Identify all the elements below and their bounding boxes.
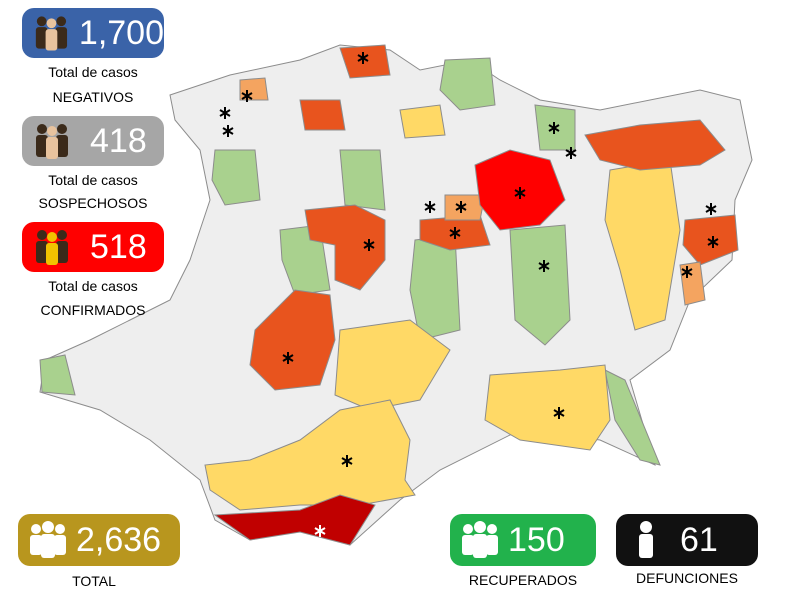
stat-label: DEFUNCIONES [636,570,738,586]
region-dark-red [213,494,376,546]
stat-label: SOSPECHOSOS [38,195,148,211]
marker [357,52,369,64]
region-green [509,224,571,346]
stat-label: CONFIRMADOS [40,302,146,318]
region-orange [299,99,346,131]
region-orange [339,44,391,79]
marker [282,352,294,364]
people-icon [30,521,66,558]
map-markers [219,52,719,537]
stat-value: 418 [90,121,147,160]
region-light-orange [679,261,706,306]
region-green [211,149,261,206]
region-green [604,369,661,466]
stat-box-recuperados: 150 [450,514,596,566]
marker [341,455,353,467]
marker [681,266,693,278]
stat-value: 2,636 [76,520,162,559]
marker [514,187,526,199]
person-icon [639,521,653,558]
stat-label: Total de casos [48,64,138,80]
marker [705,203,717,215]
stat-box-defunciones: 61 [616,514,758,566]
marker [565,147,577,159]
region-yellow [204,399,416,511]
stat-box-sospechosos: 418 [22,116,164,166]
marker [548,122,560,134]
region-orange [584,119,726,171]
stat-label: Total de casos [48,278,138,294]
marker [363,239,375,251]
stat-label: Total de casos [48,172,138,188]
marker [424,201,436,213]
region-yellow [484,364,611,451]
people-icon [462,521,498,558]
region-green [439,57,496,111]
stat-box-negativos: 1,700 [22,8,164,58]
stat-value: 61 [680,520,718,559]
stat-value: 518 [90,227,147,266]
region-orange [249,289,336,391]
people-icon [35,16,68,51]
region-yellow [604,159,681,331]
marker [707,236,719,248]
marker [219,107,231,119]
region-green [409,234,461,341]
region-light-orange [444,194,486,221]
stat-value: 150 [508,520,565,559]
marker [222,125,234,137]
marker [241,90,253,102]
marker [538,260,550,272]
marker [314,525,326,537]
marker [553,407,565,419]
stat-label: RECUPERADOS [468,572,578,588]
region-green [39,354,76,396]
stat-value: 1,700 [78,13,164,52]
region-green [339,149,386,211]
people-icon [36,230,68,265]
map-regions [39,44,753,546]
marker [449,227,461,239]
people-icon [36,124,68,159]
stat-box-total: 2,636 [18,514,180,566]
region-orange [304,204,386,291]
stat-label: TOTAL [72,573,116,589]
region-yellow [334,319,451,411]
marker [455,201,467,213]
stat-label: NEGATIVOS [52,89,134,105]
stat-box-confirmados: 518 [22,222,164,272]
region-yellow [399,104,446,139]
